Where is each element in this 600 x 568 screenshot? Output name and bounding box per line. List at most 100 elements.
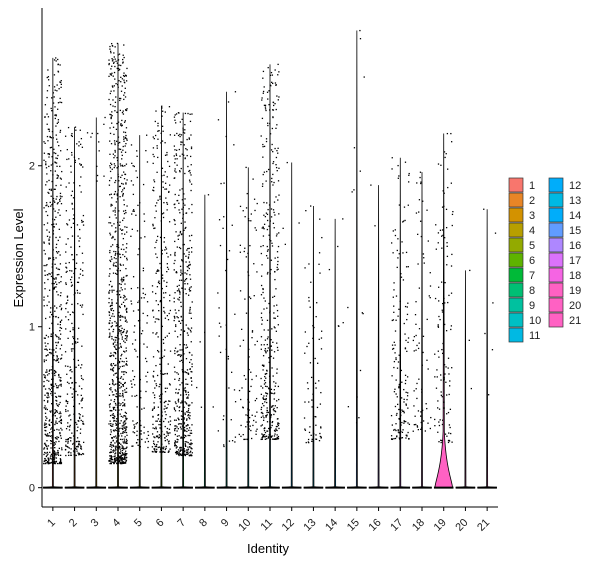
cell-point (403, 206, 406, 208)
cell-point (73, 358, 75, 361)
cell-point (251, 378, 253, 381)
cell-point (69, 269, 71, 272)
cell-point (250, 385, 252, 388)
cell-point (274, 385, 276, 387)
cell-point (50, 307, 52, 309)
cell-point (270, 268, 272, 271)
cell-point (273, 413, 275, 416)
cell-point (57, 175, 60, 177)
cell-point (78, 403, 81, 405)
cell-point (155, 110, 157, 112)
cell-point (173, 177, 175, 179)
x-tick-label: 6 (154, 517, 167, 530)
cell-point (115, 302, 118, 304)
cell-point (125, 163, 128, 165)
cell-point (186, 453, 188, 455)
cell-point (73, 454, 76, 456)
cell-point (267, 66, 269, 69)
cell-point (126, 243, 128, 245)
cell-point (136, 434, 138, 437)
cell-point (119, 392, 121, 395)
cell-point (273, 227, 275, 229)
cell-point (51, 402, 53, 405)
cell-point (122, 58, 124, 61)
cell-point (60, 415, 62, 417)
cell-point (182, 129, 184, 131)
cell-point (260, 336, 263, 338)
cell-point (273, 392, 276, 394)
legend-key-2 (508, 192, 524, 208)
cell-point (55, 134, 57, 136)
cell-point (161, 411, 163, 413)
cell-point (43, 447, 46, 449)
cell-point (108, 184, 111, 186)
cell-point (48, 153, 50, 155)
cell-point (114, 446, 117, 448)
cell-point (423, 262, 425, 264)
cell-point (81, 377, 83, 380)
cell-point (131, 213, 133, 215)
cell-point (44, 412, 47, 414)
cell-point (269, 429, 271, 431)
cell-point (270, 355, 272, 358)
cell-point (160, 451, 163, 453)
cell-point (277, 256, 279, 259)
cell-point (46, 379, 48, 382)
cell-point (119, 185, 121, 188)
cell-point (277, 63, 279, 66)
cell-point (164, 154, 167, 156)
cell-point (298, 222, 300, 224)
cell-point (398, 437, 401, 439)
cell-point (275, 127, 277, 129)
cell-point (58, 209, 60, 211)
cell-point (46, 214, 49, 217)
cell-point (124, 427, 126, 429)
cell-point (112, 449, 115, 451)
cell-point (112, 342, 115, 345)
cell-point (53, 452, 55, 454)
cell-point (177, 373, 180, 375)
cell-point (152, 153, 154, 156)
cell-point (57, 405, 59, 407)
cell-point (268, 234, 270, 236)
cell-point (161, 249, 163, 251)
cell-point (55, 277, 57, 279)
cell-point (123, 171, 125, 173)
cell-point (122, 219, 124, 222)
cell-point (157, 336, 159, 338)
cell-point (45, 462, 47, 464)
cell-point (396, 436, 398, 438)
cell-point (442, 190, 444, 192)
cell-point (391, 424, 393, 426)
cell-point (56, 411, 58, 413)
cell-point (262, 435, 264, 438)
cell-point (50, 428, 52, 430)
cell-point (50, 275, 53, 278)
cell-point (109, 113, 111, 116)
cell-point (114, 457, 116, 460)
cell-point (174, 259, 176, 262)
cell-point (180, 423, 182, 425)
cell-point (256, 428, 258, 430)
cell-point (445, 366, 447, 368)
cell-point (179, 171, 181, 173)
cell-point (180, 134, 183, 136)
cell-point (124, 173, 126, 175)
cell-point (191, 203, 193, 206)
cell-point (404, 305, 407, 308)
cell-point (112, 394, 114, 396)
cell-point (188, 351, 191, 354)
cell-point (425, 403, 427, 405)
cell-point (112, 313, 114, 315)
cell-point (173, 366, 176, 368)
cell-point (165, 197, 167, 199)
cell-point (117, 368, 119, 370)
cell-point (112, 368, 114, 370)
cell-point (66, 373, 68, 375)
cell-point (108, 404, 111, 406)
cell-point (49, 236, 51, 238)
cell-point (182, 420, 185, 422)
cell-point (175, 154, 178, 157)
cell-point (187, 327, 189, 329)
cell-point (74, 447, 77, 450)
